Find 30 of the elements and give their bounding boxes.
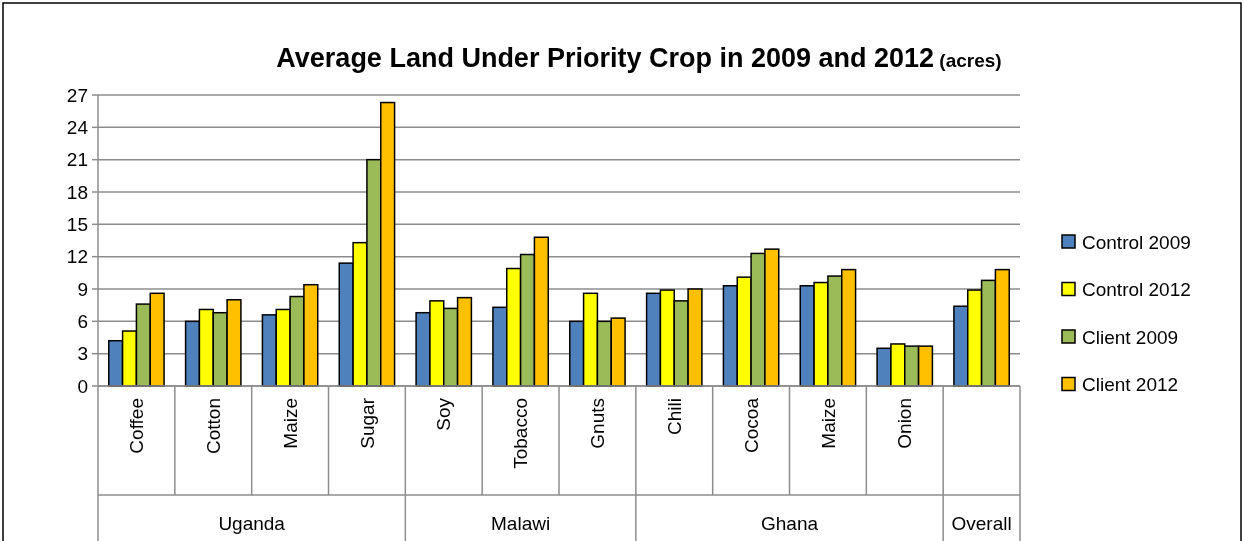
y-tick-label: 9 — [77, 278, 88, 300]
x-tick-label: Maize — [279, 398, 301, 449]
y-tick-label: 18 — [66, 181, 88, 203]
y-tick-label: 6 — [77, 310, 88, 332]
x-tick-label: Cotton — [202, 398, 224, 454]
y-tick-label: 12 — [66, 246, 88, 268]
x-tick-label: Soy — [433, 397, 455, 431]
x-tick-label: Tobacco — [510, 398, 532, 469]
y-tick-label: 15 — [66, 213, 88, 235]
y-tick-label: 24 — [66, 116, 89, 138]
text: Malawi — [491, 513, 551, 534]
legend-label: Control 2012 — [1082, 279, 1191, 301]
legend-label: Client 2012 — [1082, 374, 1179, 396]
x-tick-label: Maize — [817, 398, 839, 449]
y-tick-label: 27 — [66, 84, 88, 106]
legend-label: Client 2009 — [1082, 326, 1179, 348]
text: Uganda — [218, 513, 286, 534]
y-tick-label: 21 — [66, 149, 88, 171]
x-tick-label: Coffee — [126, 398, 148, 454]
y-tick-label: 3 — [77, 343, 88, 365]
text: Ghana — [760, 513, 819, 534]
chart-title: Average Land Under Priority Crop in 2009 and 2012 (acres) — [276, 43, 1002, 73]
legend-label: Control 2009 — [1082, 231, 1191, 253]
x-tick-label: Gnuts — [587, 398, 609, 449]
x-tick-label: Cocoa — [740, 397, 762, 453]
x-tick-label: Chili — [663, 398, 685, 435]
x-tick-label: Sugar — [356, 397, 378, 449]
y-tick-label: 0 — [77, 375, 88, 397]
text: Overall — [951, 513, 1012, 534]
x-tick-label: Onion — [894, 398, 916, 449]
